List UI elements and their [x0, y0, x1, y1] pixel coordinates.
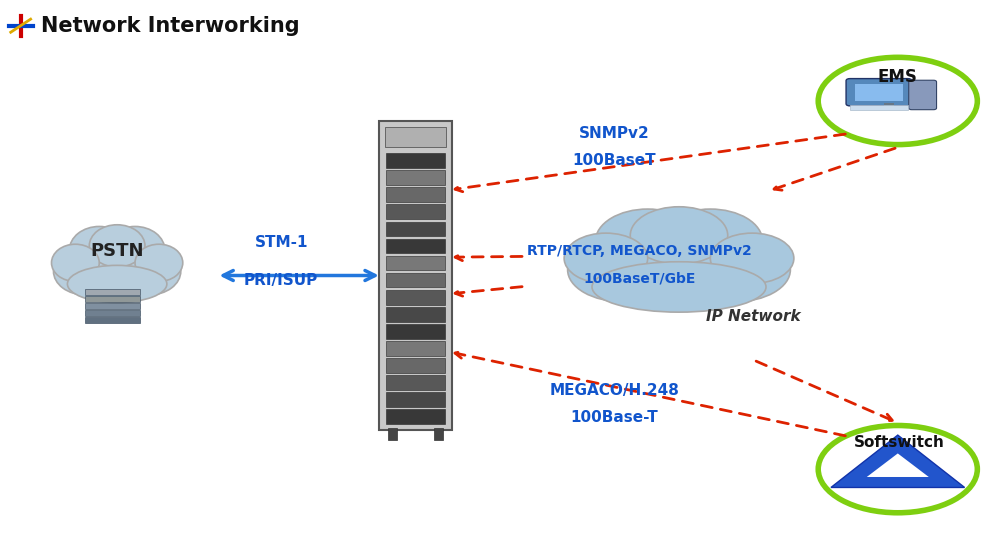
Bar — [386, 204, 445, 219]
Bar — [386, 341, 445, 356]
Bar — [385, 127, 446, 147]
Polygon shape — [831, 435, 965, 488]
Bar — [386, 324, 445, 339]
Circle shape — [818, 57, 977, 144]
Polygon shape — [867, 453, 929, 477]
Text: 100BaseT/GbE: 100BaseT/GbE — [583, 271, 695, 285]
Text: 100Base-T: 100Base-T — [570, 410, 658, 425]
Bar — [884, 102, 894, 108]
Bar — [386, 153, 445, 168]
Ellipse shape — [564, 233, 648, 284]
Ellipse shape — [69, 226, 129, 274]
Bar — [850, 105, 908, 110]
Ellipse shape — [67, 266, 167, 302]
Ellipse shape — [117, 247, 181, 295]
Text: MEGACO/H.248: MEGACO/H.248 — [549, 382, 679, 397]
Ellipse shape — [710, 233, 794, 284]
Bar — [386, 256, 445, 271]
Text: Softswitch: Softswitch — [854, 435, 945, 450]
FancyBboxPatch shape — [909, 80, 937, 110]
Text: IP Network: IP Network — [706, 309, 801, 324]
Bar — [386, 409, 445, 424]
Bar — [855, 84, 903, 101]
Circle shape — [818, 425, 977, 513]
Text: PRI/ISUP: PRI/ISUP — [244, 273, 318, 289]
Bar — [85, 310, 140, 316]
Bar — [85, 296, 140, 302]
Bar — [386, 187, 445, 202]
Ellipse shape — [679, 237, 790, 302]
Ellipse shape — [568, 237, 679, 302]
Ellipse shape — [89, 225, 145, 267]
Ellipse shape — [601, 220, 757, 307]
Bar — [386, 273, 445, 288]
Ellipse shape — [135, 244, 183, 282]
Bar — [386, 307, 445, 322]
Text: SNMPv2: SNMPv2 — [579, 126, 650, 141]
FancyBboxPatch shape — [379, 121, 452, 430]
Text: Network Interworking: Network Interworking — [41, 15, 299, 36]
Bar — [85, 317, 140, 323]
Ellipse shape — [592, 262, 766, 312]
Ellipse shape — [595, 209, 700, 273]
Bar — [386, 170, 445, 185]
Bar — [434, 428, 443, 440]
Text: PSTN: PSTN — [90, 242, 144, 260]
Bar — [870, 106, 898, 109]
Bar — [386, 290, 445, 305]
Ellipse shape — [658, 209, 763, 273]
Text: 100BaseT: 100BaseT — [573, 154, 656, 169]
FancyBboxPatch shape — [846, 79, 912, 106]
Bar — [386, 358, 445, 372]
Bar — [386, 239, 445, 253]
Bar — [85, 289, 140, 295]
Ellipse shape — [52, 244, 99, 282]
Text: STM-1: STM-1 — [254, 235, 308, 250]
Bar — [386, 392, 445, 407]
Ellipse shape — [72, 235, 162, 299]
Text: RTP/RTCP, MEGACO, SNMPv2: RTP/RTCP, MEGACO, SNMPv2 — [527, 244, 752, 258]
Ellipse shape — [630, 207, 728, 264]
Bar — [386, 375, 445, 390]
Bar — [388, 428, 397, 440]
Bar — [85, 303, 140, 309]
Ellipse shape — [105, 226, 165, 274]
Bar — [386, 222, 445, 236]
Ellipse shape — [53, 247, 117, 295]
Text: EMS: EMS — [878, 68, 918, 86]
